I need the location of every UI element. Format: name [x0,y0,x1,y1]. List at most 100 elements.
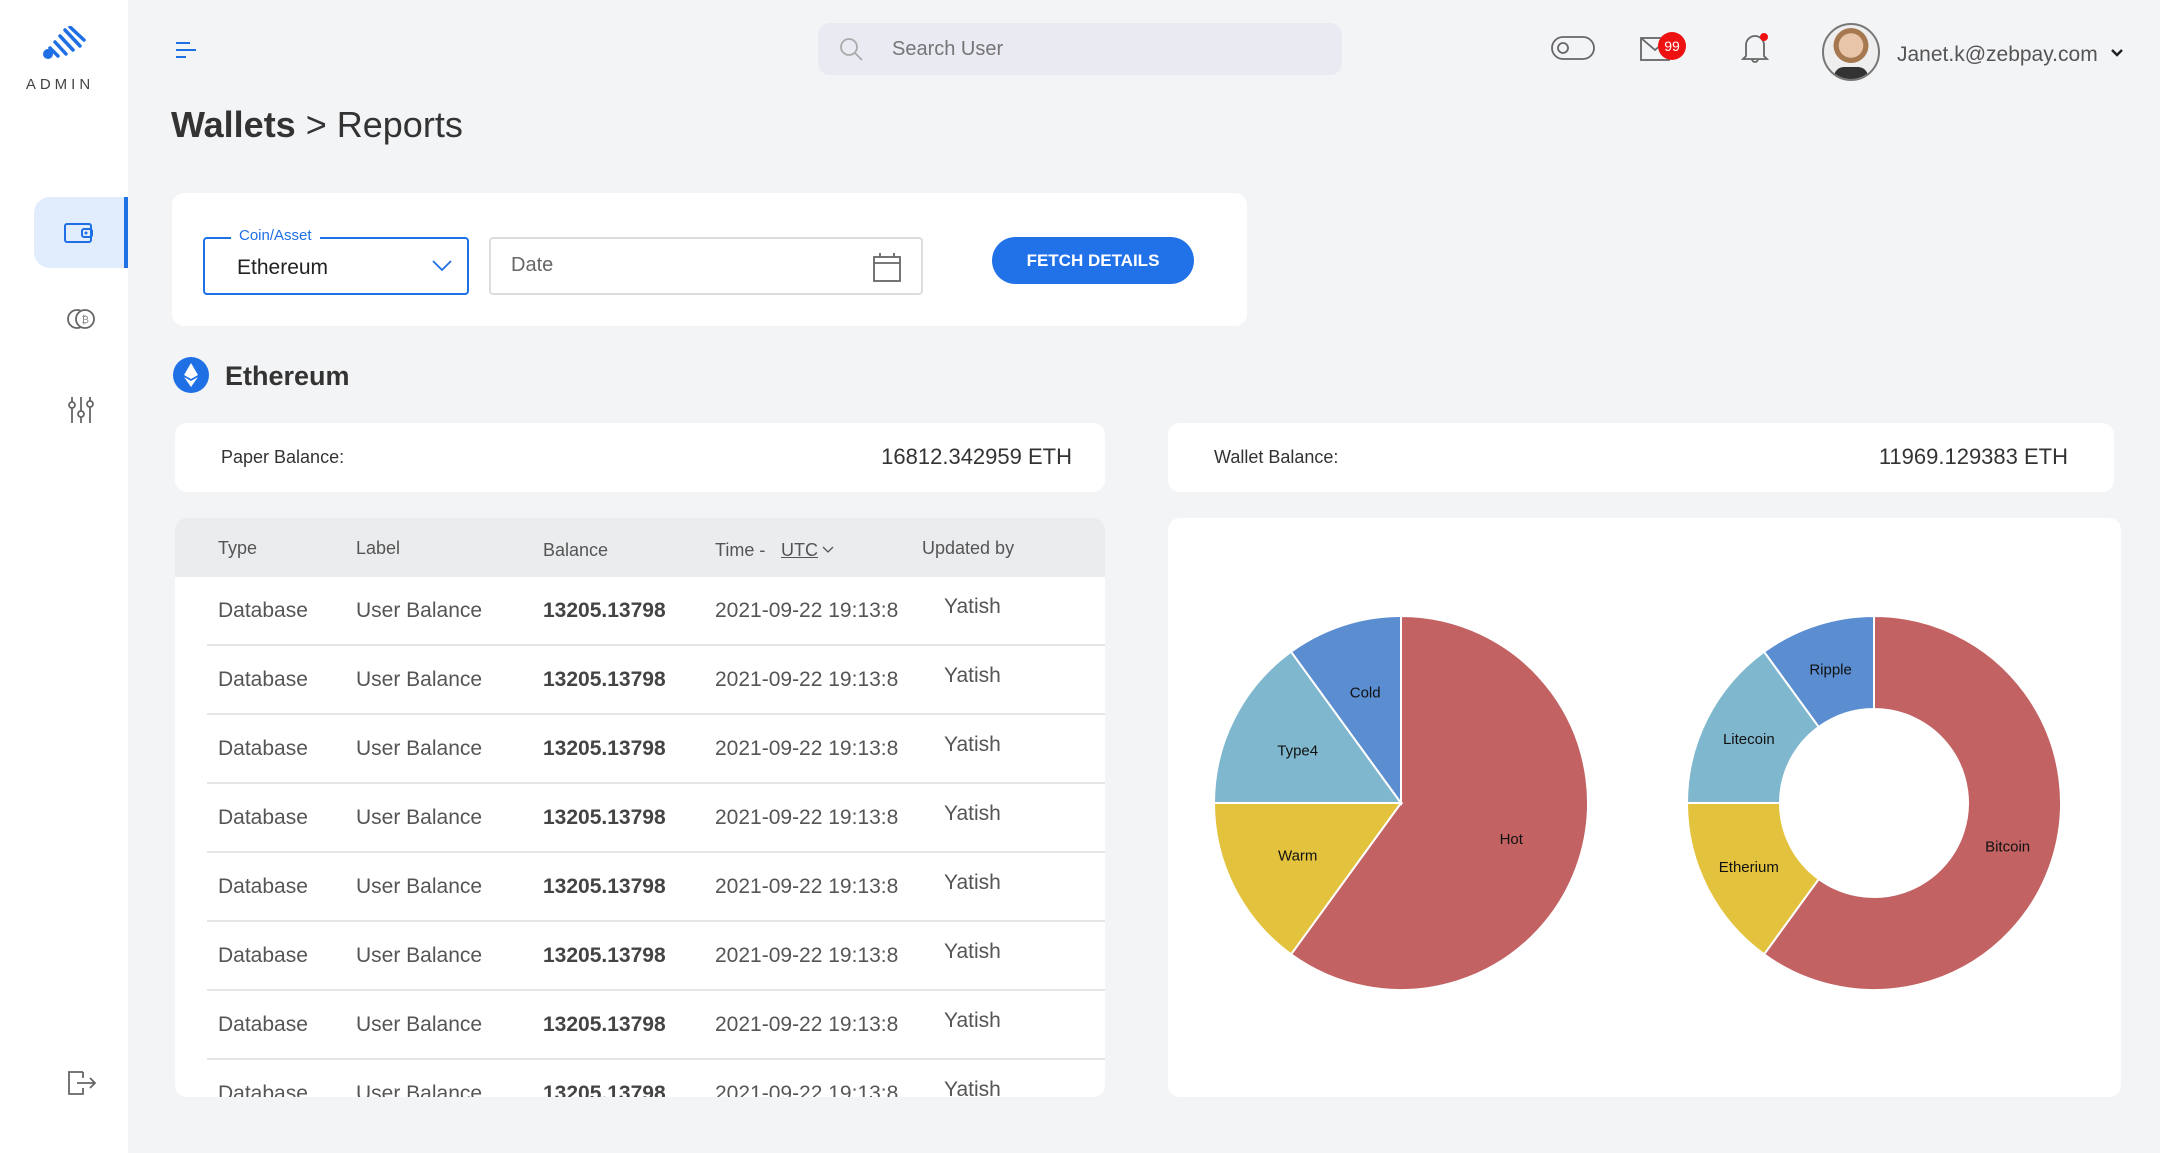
logo-icon [43,26,86,59]
avatar[interactable] [1822,23,1880,81]
pie-label: Litecoin [1723,731,1775,748]
date-input[interactable]: Date [489,237,923,295]
sidebar-item-coins[interactable]: ₿ [34,283,128,354]
coins-icon: ₿ [67,308,95,329]
ethereum-icon [173,357,209,393]
row-divider [207,920,1105,922]
wallet-balance-label: Wallet Balance: [1214,447,1339,467]
menu-toggle-icon[interactable] [174,40,198,60]
cell-updated: Yatish [944,595,1001,618]
cell-time: 2021-09-22 19:13:8 [715,668,899,691]
cell-balance: 13205.13798 [543,599,666,622]
pie-slice-etherium[interactable] [1685,802,1821,956]
search-input[interactable] [892,37,1292,61]
table-row[interactable]: Database User Balance 13205.13798 2021-09-2… [175,991,1105,1060]
date-placeholder: Date [511,254,554,276]
cell-type: Database [218,1082,308,1097]
col-type: Type [218,538,258,558]
pie-slice-litecoin[interactable] [1685,650,1821,804]
timezone-select[interactable]: UTC [781,540,818,560]
search-icon [840,38,863,61]
cell-type: Database [218,599,308,622]
theme-toggle[interactable] [1551,36,1595,60]
cell-label: User Balance [356,1013,483,1036]
wallet-icon [64,222,93,243]
breadcrumb-wallets[interactable]: Wallets [171,104,296,145]
cell-updated: Yatish [944,733,1001,756]
cell-type: Database [218,1013,308,1036]
coin-select-value: Ethereum [237,256,329,279]
cell-balance: 13205.13798 [543,944,666,967]
table-row[interactable]: Database User Balance 13205.13798 2021-09-2… [175,922,1105,991]
sidebar: ADMIN ₿ [0,0,128,1153]
row-divider [207,782,1105,784]
sidebar-item-settings[interactable] [34,374,128,445]
cell-type: Database [218,668,308,691]
filter-card: Coin/Asset Ethereum Date FETCH DETAILS [172,193,1247,326]
row-divider [207,989,1105,991]
cell-type: Database [218,806,308,829]
cell-label: User Balance [356,668,483,691]
cell-type: Database [218,737,308,760]
cell-time: 2021-09-22 19:13:8 [715,944,899,967]
pie-label: Warm [1278,848,1317,865]
asset-title: Ethereum [225,361,350,391]
cell-label: User Balance [356,806,483,829]
table-row[interactable]: Database User Balance 13205.13798 2021-09-2… [175,853,1105,922]
chart-card: Hot Warm Type4 Cold Bitcoin Etherium Litecoin R… [1168,518,2121,1097]
row-divider [207,644,1105,646]
notification-bell-icon[interactable] [1740,32,1770,64]
calendar-icon[interactable] [873,252,901,282]
mail-badge: 99 [1658,32,1686,60]
table-row[interactable]: Database User Balance 13205.13798 2021-09-2… [175,784,1105,853]
table-row[interactable]: Database User Balance 13205.13798 2021-09-2… [175,1060,1105,1097]
pie-slice-type4[interactable] [1212,650,1403,804]
chevron-down-icon [432,260,452,272]
cell-label: User Balance [356,599,483,622]
cell-balance: 13205.13798 [543,806,666,829]
table-header: Type Label Balance Time - UTC Updated by [175,518,1105,577]
paper-balance-value: 16812.342959 ETH [881,444,1072,469]
mail-button[interactable]: 99 [1638,32,1688,64]
balance-table: Type Label Balance Time - UTC Updated by… [175,518,1105,1097]
cell-label: User Balance [356,875,483,898]
table-row[interactable]: Database User Balance 13205.13798 2021-09-2… [175,577,1105,646]
pie-slice-ripple[interactable] [1762,614,1875,729]
chevron-down-icon[interactable] [2110,48,2124,58]
table-row[interactable]: Database User Balance 13205.13798 2021-09-2… [175,715,1105,784]
cell-label: User Balance [356,1082,483,1097]
sidebar-item-wallets[interactable] [34,197,128,268]
sliders-icon [68,396,94,423]
cell-type: Database [218,875,308,898]
chevron-down-icon[interactable] [822,546,834,554]
pie-charts: Hot Warm Type4 Cold Bitcoin Etherium Litecoin R… [1212,614,2062,991]
row-divider [207,851,1105,853]
wallet-balance-card: Wallet Balance: 11969.129383 ETH [1168,423,2114,492]
fetch-details-button[interactable]: FETCH DETAILS [992,237,1194,284]
pie-slice-cold[interactable] [1289,614,1402,807]
cell-time: 2021-09-22 19:13:8 [715,875,899,898]
cell-label: User Balance [356,944,483,967]
pie-slice-bitcoin[interactable] [1762,614,2062,991]
search-bar[interactable] [818,23,1342,75]
cell-time: 2021-09-22 19:13:8 [715,806,899,829]
user-email[interactable]: Janet.k@zebpay.com [1897,43,2098,66]
pie-label: Cold [1350,685,1381,702]
pie-slice-hot[interactable] [1289,614,1589,991]
breadcrumb-separator: > [305,104,327,145]
pie-label: Type4 [1277,742,1318,759]
cell-balance: 13205.13798 [543,668,666,691]
cell-updated: Yatish [944,1078,1001,1097]
cell-label: User Balance [356,737,483,760]
cell-balance: 13205.13798 [543,1013,666,1036]
logout-button[interactable] [34,1047,128,1118]
cell-updated: Yatish [944,1009,1001,1032]
paper-balance-label: Paper Balance: [221,447,345,467]
cell-type: Database [218,944,308,967]
coin-select[interactable]: Coin/Asset Ethereum [203,227,469,295]
row-divider [207,713,1105,715]
table-row[interactable]: Database User Balance 13205.13798 2021-09-2… [175,646,1105,715]
pie-label: Ripple [1809,661,1852,678]
coin-select-label: Coin/Asset [231,227,320,244]
pie-slice-warm[interactable] [1212,802,1403,956]
